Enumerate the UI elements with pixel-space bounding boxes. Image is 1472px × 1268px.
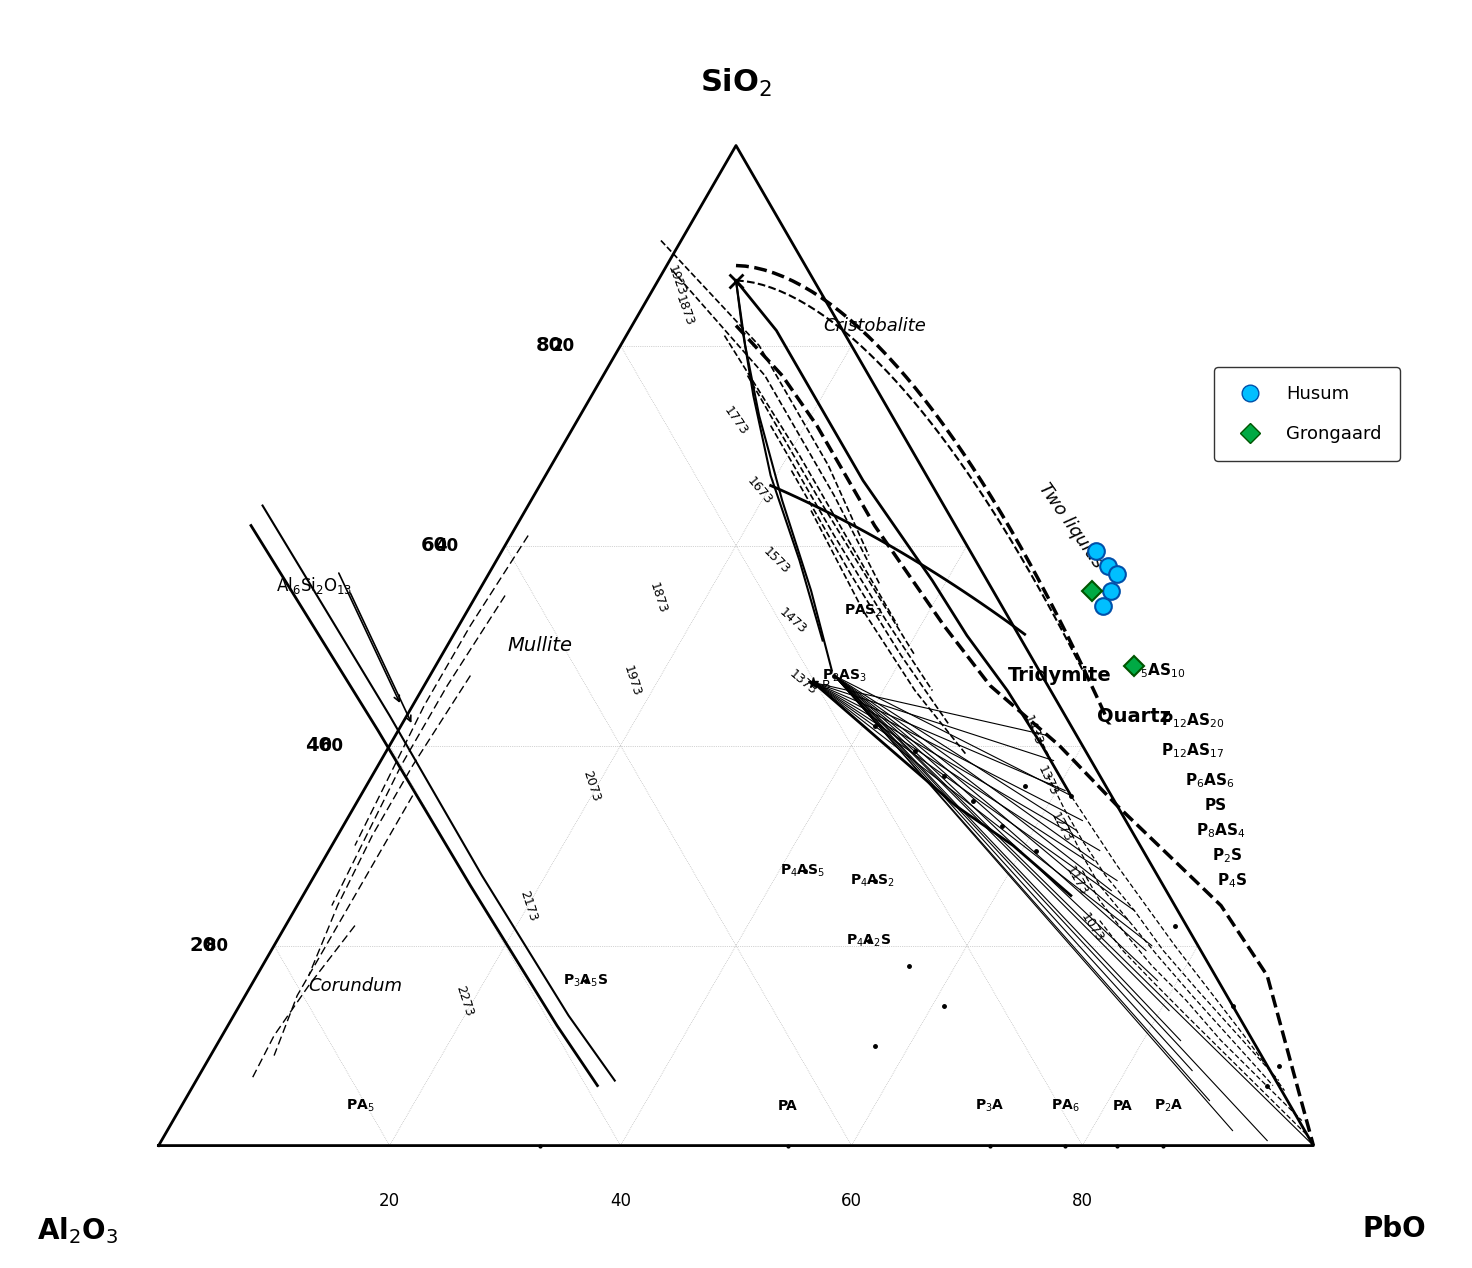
Text: P$_4$S: P$_4$S [1217,871,1248,890]
Text: PA: PA [779,1098,798,1112]
Text: P$_4$AS$_5$: P$_4$AS$_5$ [780,862,826,879]
Text: P$_2$A: P$_2$A [1154,1097,1183,1113]
Text: 1473: 1473 [777,605,808,637]
Text: PbO: PbO [1363,1215,1426,1243]
Text: 1773: 1773 [721,403,751,437]
Text: 1873: 1873 [646,581,668,615]
Text: Tridymite: Tridymite [1007,666,1111,685]
Text: P$_2$AS$_3$: P$_2$AS$_3$ [821,667,867,683]
Text: 40: 40 [609,1192,631,1210]
Text: Mullite: Mullite [508,637,573,656]
Text: P$_{12}$AS$_{17}$: P$_{12}$AS$_{17}$ [1160,742,1223,760]
Text: 1673: 1673 [743,474,774,507]
Text: 80: 80 [1072,1192,1092,1210]
Text: P$_6$AS$_6$: P$_6$AS$_6$ [1185,771,1235,790]
Text: SiO$_2$: SiO$_2$ [699,67,773,99]
Text: 1373: 1373 [786,667,820,697]
Text: Al$_2$O$_3$: Al$_2$O$_3$ [37,1215,118,1245]
Text: 20: 20 [551,336,574,355]
Text: 20: 20 [378,1192,400,1210]
Text: 1873: 1873 [673,293,696,327]
Text: 1073: 1073 [1078,910,1105,945]
Text: 1373: 1373 [1035,763,1060,798]
Text: P$_4$AS$_2$: P$_4$AS$_2$ [849,872,895,889]
Text: Cristobalite: Cristobalite [823,317,926,335]
Text: 2173: 2173 [517,889,539,923]
Text: PA: PA [1113,1098,1133,1112]
Text: Al$_6$Si$_2$O$_{13}$: Al$_6$Si$_2$O$_{13}$ [277,576,353,596]
Text: P$_8$AS$_4$: P$_8$AS$_4$ [1197,822,1245,839]
Text: 60: 60 [841,1192,863,1210]
Text: PS: PS [1204,798,1226,813]
Text: P$_2$S: P$_2$S [1211,846,1242,865]
Text: PA$_6$: PA$_6$ [1051,1097,1079,1113]
Text: 20: 20 [190,936,216,955]
Text: 40: 40 [305,735,331,754]
Text: P$_4$A$_2$S: P$_4$A$_2$S [846,932,892,948]
Text: B: B [821,680,830,692]
Text: PA$_5$: PA$_5$ [346,1097,375,1113]
Text: 1973: 1973 [621,663,643,697]
Text: 1923: 1923 [664,264,687,298]
Text: PAS$_2$: PAS$_2$ [843,602,882,619]
Text: 1473: 1473 [1020,714,1045,748]
Text: 80: 80 [205,937,228,955]
Text: P$_3$A: P$_3$A [976,1097,1005,1113]
Text: P$_5$AS$_{10}$: P$_5$AS$_{10}$ [1129,661,1186,680]
Text: P$_{12}$AS$_{20}$: P$_{12}$AS$_{20}$ [1160,711,1223,730]
Text: 80: 80 [536,336,562,355]
Text: 60: 60 [421,536,447,555]
Text: 1573: 1573 [761,545,792,577]
Text: 60: 60 [321,737,343,754]
Text: 40: 40 [436,536,459,554]
Text: 2073: 2073 [580,768,602,803]
Text: 1173: 1173 [1063,864,1091,898]
Text: 1273: 1273 [1048,810,1075,844]
Text: Quartz: Quartz [1098,706,1172,725]
Text: P$_3$A$_5$S: P$_3$A$_5$S [564,973,608,989]
Text: 2273: 2273 [453,984,475,1018]
Text: Corundum: Corundum [308,976,402,994]
Legend: Husum, Grongaard: Husum, Grongaard [1214,368,1400,460]
Text: Two liquids: Two liquids [1035,479,1107,572]
